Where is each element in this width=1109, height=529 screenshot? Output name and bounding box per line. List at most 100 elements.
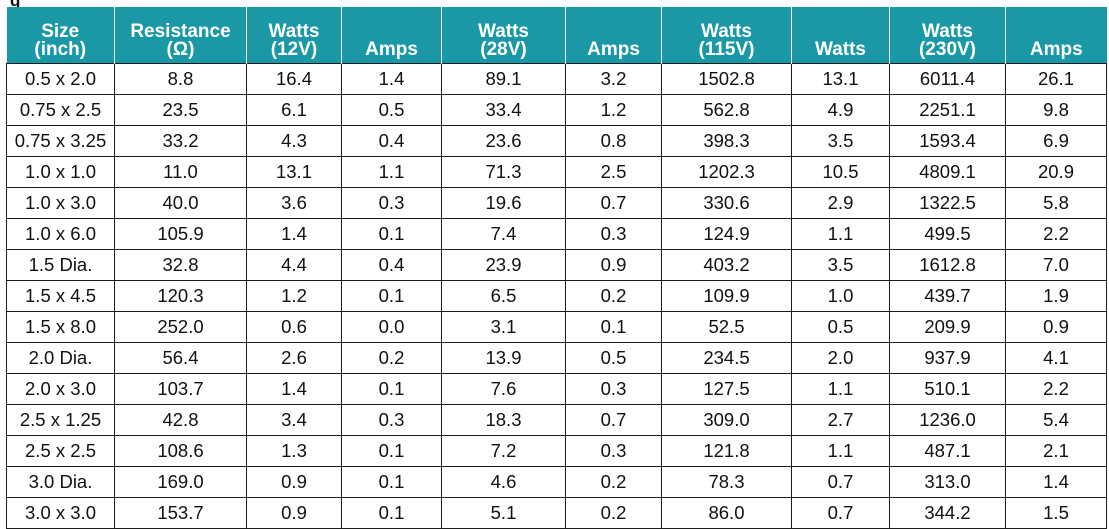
table-row: 1.0 x 1.0 11.0 13.1 1.1 71.3 2.5 1202.3 10.5 480… [6, 156, 1107, 188]
table-cell: 4.3 [246, 125, 342, 157]
clipped-caption: g [6, 0, 1106, 7]
table-cell: 33.2 [114, 125, 247, 157]
table-cell: 0.7 [565, 404, 662, 436]
table-cell: 6011.4 [889, 63, 1006, 95]
table-cell: 5.8 [1005, 187, 1107, 219]
table-cell: 2.5 x 2.5 [6, 435, 115, 467]
column-header-line2: (Ω) [166, 39, 195, 60]
table-cell: 0.3 [565, 218, 662, 250]
table-cell: 0.2 [565, 280, 662, 312]
table-cell: 3.5 [791, 125, 890, 157]
table-cell: 16.4 [246, 63, 342, 95]
table-cell: 1593.4 [889, 125, 1006, 157]
column-header: Watts (115V) [661, 7, 792, 64]
table-cell: 1.4 [246, 218, 342, 250]
table-cell: 5.1 [441, 497, 566, 529]
table-cell: 2.0 Dia. [6, 342, 115, 374]
column-header: Watts (12V) [246, 7, 342, 64]
table-cell: 0.9 [1005, 311, 1107, 343]
table-cell: 0.2 [565, 466, 662, 498]
table-header: Size (inch) Resistance (Ω) Watts (12V) Amps Wat… [6, 7, 1107, 64]
table-cell: 9.8 [1005, 94, 1107, 126]
table-cell: 4.6 [441, 466, 566, 498]
table-cell: 1.1 [791, 435, 890, 467]
table-cell: 33.4 [441, 94, 566, 126]
table-cell: 330.6 [661, 187, 792, 219]
table-cell: 0.75 x 2.5 [6, 94, 115, 126]
table-cell: 6.1 [246, 94, 342, 126]
table-cell: 0.7 [565, 187, 662, 219]
table-cell: 86.0 [661, 497, 792, 529]
table-row: 1.0 x 3.0 40.0 3.6 0.3 19.6 0.7 330.6 2.9 1322.5… [6, 187, 1107, 219]
column-header: Watts [791, 7, 890, 64]
table-cell: 0.1 [565, 311, 662, 343]
table-cell: 121.8 [661, 435, 792, 467]
table-cell: 3.1 [441, 311, 566, 343]
table-cell: 169.0 [114, 466, 247, 498]
table-cell: 3.2 [565, 63, 662, 95]
heater-spec-table: Size (inch) Resistance (Ω) Watts (12V) Amps Wat… [6, 7, 1107, 529]
table-row: 0.75 x 2.5 23.5 6.1 0.5 33.4 1.2 562.8 4.9 2251.… [6, 94, 1107, 126]
table-cell: 344.2 [889, 497, 1006, 529]
table-cell: 40.0 [114, 187, 247, 219]
column-header: Amps [565, 7, 662, 64]
table-row: 1.5 Dia. 32.8 4.4 0.4 23.9 0.9 403.2 3.5 1612.8 7… [6, 249, 1107, 281]
table-cell: 108.6 [114, 435, 247, 467]
column-header: Resistance (Ω) [114, 7, 247, 64]
table-cell: 20.9 [1005, 156, 1107, 188]
table-cell: 105.9 [114, 218, 247, 250]
table-cell: 0.7 [791, 466, 890, 498]
table-cell: 103.7 [114, 373, 247, 405]
table-cell: 3.0 x 3.0 [6, 497, 115, 529]
table-cell: 8.8 [114, 63, 247, 95]
column-header: Size (inch) [6, 7, 115, 64]
table-cell: 10.5 [791, 156, 890, 188]
table-cell: 1.1 [341, 156, 442, 188]
table-cell: 0.5 [341, 94, 442, 126]
table-cell: 6.5 [441, 280, 566, 312]
table-cell: 510.1 [889, 373, 1006, 405]
table-cell: 23.5 [114, 94, 247, 126]
table-cell: 403.2 [661, 249, 792, 281]
column-header: Watts (230V) [889, 7, 1006, 64]
table-cell: 0.6 [246, 311, 342, 343]
table-cell: 2.1 [1005, 435, 1107, 467]
table-row: 2.5 x 2.5 108.6 1.3 0.1 7.2 0.3 121.8 1.1 487.1 2… [6, 435, 1107, 467]
table-cell: 3.0 Dia. [6, 466, 115, 498]
table-cell: 1.5 Dia. [6, 249, 115, 281]
table-cell: 1.5 x 4.5 [6, 280, 115, 312]
table-cell: 0.1 [341, 466, 442, 498]
table-row: 0.75 x 3.25 33.2 4.3 0.4 23.6 0.8 398.3 3.5 1593… [6, 125, 1107, 157]
table-cell: 7.0 [1005, 249, 1107, 281]
table-cell: 109.9 [661, 280, 792, 312]
table-cell: 127.5 [661, 373, 792, 405]
table-cell: 19.6 [441, 187, 566, 219]
header-row: Size (inch) Resistance (Ω) Watts (12V) Amps Wat… [6, 7, 1107, 64]
table-cell: 1.1 [791, 218, 890, 250]
table-cell: 313.0 [889, 466, 1006, 498]
table-cell: 2251.1 [889, 94, 1006, 126]
table-cell: 4.4 [246, 249, 342, 281]
table-cell: 4809.1 [889, 156, 1006, 188]
table-cell: 2.2 [1005, 218, 1107, 250]
table-cell: 0.3 [341, 404, 442, 436]
table-cell: 0.1 [341, 497, 442, 529]
column-header-line2: (12V) [270, 39, 318, 60]
table-cell: 0.75 x 3.25 [6, 125, 115, 157]
table-cell: 4.9 [791, 94, 890, 126]
column-header-line1: Size [41, 21, 80, 42]
table-cell: 487.1 [889, 435, 1006, 467]
table-row: 1.0 x 6.0 105.9 1.4 0.1 7.4 0.3 124.9 1.1 499.5 2… [6, 218, 1107, 250]
table-cell: 0.8 [565, 125, 662, 157]
table-cell: 0.5 [565, 342, 662, 374]
column-header-line2: (28V) [480, 39, 527, 60]
table-body: 0.5 x 2.0 8.8 16.4 1.4 89.1 3.2 1502.8 13.1 6011… [6, 63, 1107, 529]
table-cell: 1202.3 [661, 156, 792, 188]
table-cell: 5.4 [1005, 404, 1107, 436]
table-cell: 0.9 [246, 497, 342, 529]
table-cell: 252.0 [114, 311, 247, 343]
table-cell: 1.0 x 1.0 [6, 156, 115, 188]
table-cell: 234.5 [661, 342, 792, 374]
table-cell: 209.9 [889, 311, 1006, 343]
table-cell: 1.9 [1005, 280, 1107, 312]
